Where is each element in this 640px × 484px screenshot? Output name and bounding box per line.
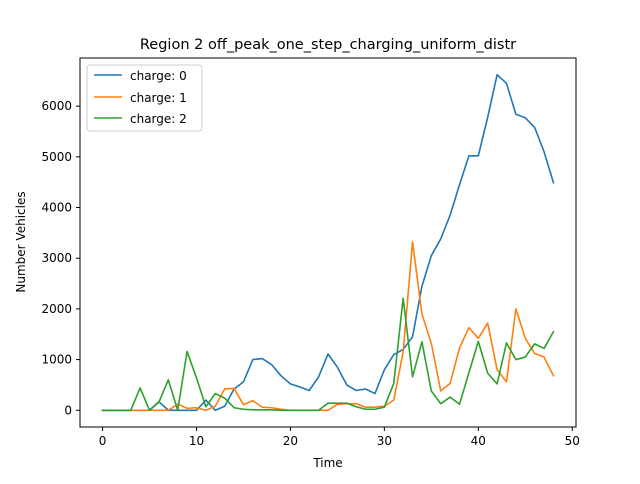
legend-label-charge-0: charge: 0 — [130, 69, 187, 83]
x-tick-label: 20 — [283, 434, 298, 448]
chart-title: Region 2 off_peak_one_step_charging_unif… — [140, 37, 516, 53]
y-tick-label: 6000 — [41, 99, 72, 113]
series-line-charge-1 — [101, 241, 555, 412]
x-tick-label: 0 — [99, 434, 107, 448]
y-tick-label: 3000 — [41, 251, 72, 265]
x-tick-label: 30 — [377, 434, 392, 448]
y-tick-label: 0 — [64, 403, 72, 417]
x-axis: 0 10 20 30 40 50 — [99, 427, 580, 448]
y-tick-label: 4000 — [41, 201, 72, 215]
y-tick-label: 1000 — [41, 353, 72, 367]
y-axis: 0 1000 2000 3000 4000 5000 6000 — [41, 99, 80, 417]
x-tick-label: 40 — [471, 434, 486, 448]
y-tick-label: 2000 — [41, 302, 72, 316]
plot-frame — [79, 57, 577, 428]
x-tick-label: 10 — [189, 434, 204, 448]
plot-lines — [101, 73, 555, 412]
legend: charge: 0 charge: 1 charge: 2 — [86, 64, 203, 132]
y-tick-label: 5000 — [41, 150, 72, 164]
x-axis-label: Time — [312, 456, 342, 470]
y-axis-label: Number Vehicles — [14, 191, 28, 292]
x-tick-label: 50 — [565, 434, 580, 448]
legend-label-charge-1: charge: 1 — [130, 91, 187, 105]
legend-box — [86, 64, 203, 132]
legend-label-charge-2: charge: 2 — [130, 112, 187, 126]
series-line-charge-2 — [101, 297, 555, 412]
